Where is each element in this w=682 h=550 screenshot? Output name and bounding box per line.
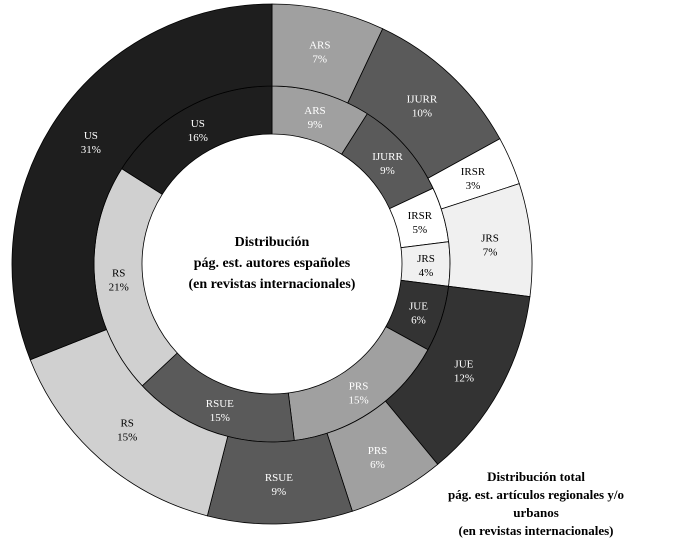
outer-caption-line-4: (en revistas internacionales) (458, 523, 614, 538)
outer-label-ijurr: IJURR (407, 93, 438, 105)
center-title-line-1: Distribución (235, 235, 310, 250)
inner-label-ars: ARS (304, 105, 325, 117)
inner-label-irsr: IRSR (408, 210, 433, 222)
inner-value-rsue: 15% (210, 412, 230, 424)
inner-label-jue: JUE (409, 301, 428, 313)
center-title-line-2: pág. est. autores españoles (194, 256, 351, 271)
outer-caption-line-1: Distribución total (487, 469, 585, 484)
inner-label-rs: RS (112, 267, 125, 279)
outer-value-ijurr: 10% (412, 107, 432, 119)
inner-label-us: US (191, 118, 205, 130)
outer-label-ars: ARS (309, 39, 330, 51)
donut-rings (11, 3, 533, 525)
inner-value-irsr: 5% (413, 224, 428, 236)
outer-label-rsue: RSUE (265, 472, 293, 484)
center-title-line-3: (en revistas internacionales) (189, 277, 356, 292)
outer-value-us: 31% (81, 144, 101, 156)
outer-value-rsue: 9% (272, 486, 287, 498)
outer-value-ars: 7% (312, 53, 327, 65)
inner-label-rsue: RSUE (206, 398, 234, 410)
outer-slice-us (11, 3, 273, 361)
inner-value-rs: 21% (109, 281, 129, 293)
outer-label-rs: RS (120, 417, 133, 429)
inner-label-prs: PRS (349, 380, 369, 392)
inner-label-ijurr: IJURR (372, 151, 403, 163)
outer-value-rs: 15% (117, 431, 137, 443)
outer-label-jue: JUE (454, 359, 473, 371)
outer-value-jrs: 7% (483, 246, 498, 258)
inner-value-jrs: 4% (419, 267, 434, 279)
slice-labels: ARS 9% IJURR 9% IRSR 5% JRS 4% JUE 6% PRS 15% RSUE 15… (81, 39, 499, 498)
outer-label-jrs: JRS (481, 232, 499, 244)
inner-value-jue: 6% (411, 315, 426, 327)
inner-value-us: 16% (188, 132, 208, 144)
outer-caption-line-2: pág. est. artículos regionales y/o (448, 487, 624, 502)
outer-label-prs: PRS (368, 445, 388, 457)
inner-value-ars: 9% (308, 119, 323, 131)
outer-value-irsr: 3% (466, 180, 481, 192)
inner-value-prs: 15% (348, 394, 368, 406)
outer-label-irsr: IRSR (461, 166, 486, 178)
outer-value-jue: 12% (454, 373, 474, 385)
inner-label-jrs: JRS (417, 253, 435, 265)
outer-caption-line-3: urbanos (513, 505, 559, 520)
inner-value-ijurr: 9% (380, 165, 395, 177)
outer-ring-caption: Distribución total pág. est. artículos r… (406, 468, 666, 540)
outer-value-prs: 6% (370, 459, 385, 471)
outer-label-us: US (84, 130, 98, 142)
